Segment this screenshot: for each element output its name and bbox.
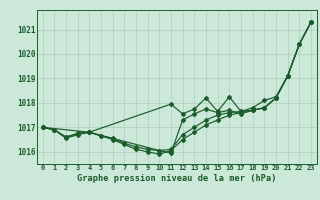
X-axis label: Graphe pression niveau de la mer (hPa): Graphe pression niveau de la mer (hPa) [77,174,276,183]
